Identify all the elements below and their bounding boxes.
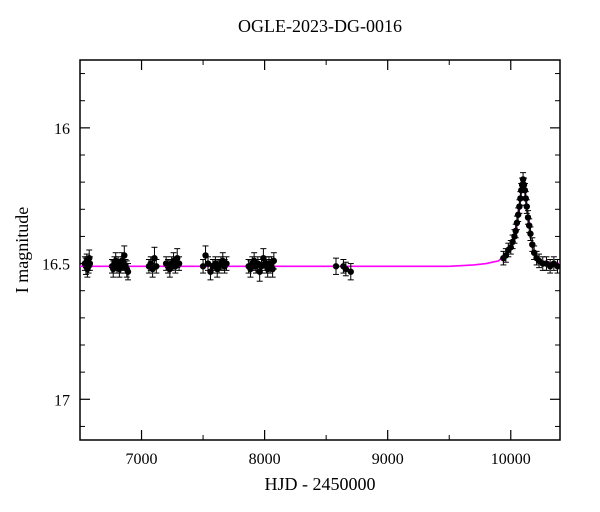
ytick-label: 16.5: [42, 257, 70, 274]
data-point: [333, 263, 339, 269]
data-point: [524, 203, 530, 209]
data-point: [512, 228, 518, 234]
data-point: [87, 260, 93, 266]
data-point: [121, 252, 127, 258]
data-point: [515, 212, 521, 218]
data-point: [526, 222, 532, 228]
plot-frame: [80, 60, 560, 440]
lightcurve-chart: OGLE-2023-DG-0016 7000 8000 9000 10000 16 16.5…: [0, 0, 600, 512]
x-axis-label: HJD - 2450000: [265, 474, 376, 494]
ytick-label: 17: [54, 392, 70, 409]
data-point: [554, 263, 560, 269]
data-point: [514, 220, 520, 226]
xtick-label: 8000: [249, 451, 281, 468]
model-curve: [80, 179, 560, 266]
data-point: [86, 255, 92, 261]
data-point: [522, 187, 528, 193]
chart-container: OGLE-2023-DG-0016 7000 8000 9000 10000 16 16.5…: [0, 0, 600, 512]
data-point: [176, 260, 182, 266]
data-point: [520, 176, 526, 182]
data-point: [523, 195, 529, 201]
chart-title: OGLE-2023-DG-0016: [238, 16, 402, 36]
ytick-label: 16: [54, 121, 70, 138]
xtick-label: 10000: [491, 451, 531, 468]
data-point: [527, 231, 533, 237]
data-point: [125, 269, 131, 275]
data-point: [348, 269, 354, 275]
data-layer: [80, 173, 561, 282]
y-axis-label: I magnitude: [12, 207, 32, 293]
data-point: [521, 182, 527, 188]
data-point: [153, 263, 159, 269]
data-point: [525, 214, 531, 220]
data-point: [223, 260, 229, 266]
xtick-label: 7000: [126, 451, 158, 468]
data-point: [516, 203, 522, 209]
data-point: [511, 233, 517, 239]
xtick-label: 9000: [372, 451, 404, 468]
data-point: [271, 258, 277, 264]
